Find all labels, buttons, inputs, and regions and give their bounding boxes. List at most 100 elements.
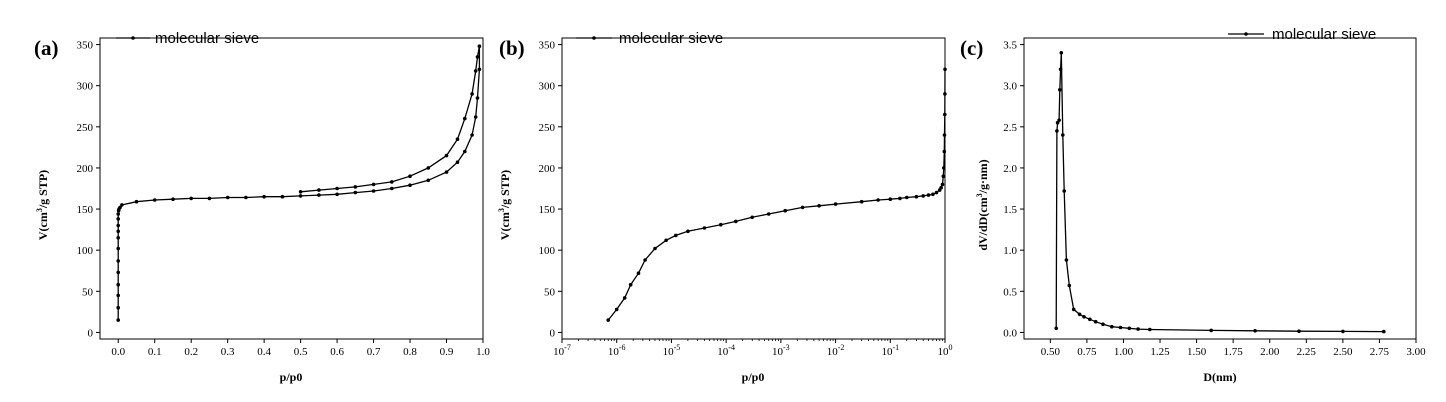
panel-c-series-line bbox=[1055, 52, 1384, 333]
panel-b-x-tick-label: 10-3 bbox=[772, 343, 790, 358]
panel-a-x-tick-label: 0.3 bbox=[221, 346, 235, 358]
panel-c-x-ticks: 0.50 0.75 1.00 1.25 1.50 1.75 2.00 2.25 2.50 2.75… bbox=[1041, 339, 1426, 358]
panel-a-x-tick-label: 0.4 bbox=[257, 346, 271, 358]
panel-c-y-axis-title: dV/dD(cm3/g·nm) bbox=[975, 159, 990, 250]
panel-a-data-point bbox=[116, 217, 120, 221]
panel-c-x-tick-label: 2.75 bbox=[1370, 346, 1390, 358]
panel-b-data-point bbox=[941, 174, 946, 178]
panel-b-y-ticks: 0 50 100 150 200 250 300 350 bbox=[539, 40, 562, 339]
panel-a-data-point bbox=[317, 193, 321, 197]
panel-a-data-point bbox=[353, 185, 358, 189]
panel-c-plot-frame bbox=[1023, 37, 1417, 340]
panel-b-x-tick-label: 10-4 bbox=[717, 343, 735, 358]
panel-a-x-tick-label: 0.7 bbox=[367, 346, 381, 358]
panel-b-y-tick-label: 300 bbox=[539, 81, 556, 93]
panel-b-data-point bbox=[653, 246, 657, 251]
panel-a-x-tick-label: 0.5 bbox=[294, 346, 308, 358]
panel-c-x-axis-title: D(nm) bbox=[1203, 370, 1236, 384]
panel-b-data-point bbox=[859, 199, 864, 204]
panel-c-y-tick-label: 2.0 bbox=[1003, 163, 1017, 175]
panel-b-data-point bbox=[674, 233, 678, 238]
panel-a-legend-label: molecular sieve bbox=[155, 30, 259, 47]
panel-a-data-point bbox=[244, 195, 248, 200]
panel-c-data-point bbox=[1110, 324, 1114, 329]
panel-c-x-tick-label: 2.50 bbox=[1333, 346, 1353, 358]
panel-c-y-title-part1: dV/dD(cm bbox=[976, 197, 990, 250]
panel-c-y-tick-label: 0.5 bbox=[1003, 286, 1017, 298]
panel-b-data-point bbox=[766, 212, 771, 216]
panel-c-x-tick-label: 0.75 bbox=[1077, 346, 1097, 358]
panel-a-data-point bbox=[298, 190, 303, 194]
panel-c-data-point bbox=[1071, 307, 1076, 312]
panel-b-data-point bbox=[783, 208, 787, 213]
panel-b-legend-label: molecular sieve bbox=[619, 30, 723, 47]
panel-c-data-point bbox=[1209, 328, 1213, 333]
panel-c-data-point bbox=[1148, 327, 1152, 332]
panel-a-data-point bbox=[171, 197, 175, 201]
panel-b-data-point bbox=[934, 190, 939, 195]
panel-a-data-point bbox=[426, 166, 431, 170]
panel-a-data-point bbox=[116, 229, 120, 234]
panel-a-x-tick-label: 1.0 bbox=[476, 346, 490, 358]
panel-a-data-point bbox=[390, 180, 394, 184]
panel-b-data-point bbox=[833, 202, 838, 206]
panel-a-data-point bbox=[116, 270, 120, 275]
panel-a-y-ticks: 0 50 100 150 200 250 300 350 bbox=[77, 40, 100, 339]
panel-a-data-point bbox=[477, 67, 482, 72]
panel-a-x-tick-label: 0.9 bbox=[440, 346, 454, 358]
panel-a-data-point bbox=[335, 186, 339, 191]
panel-b-data-point bbox=[643, 258, 647, 262]
panel-b-x-tick-label: 10-7 bbox=[553, 343, 571, 358]
panel-a-y-tick-label: 0 bbox=[88, 327, 94, 339]
panel-c-data-point bbox=[1297, 329, 1301, 334]
panel-c-x-tick-label: 1.50 bbox=[1187, 346, 1207, 358]
panel-a-data-point bbox=[116, 305, 120, 310]
panel-a-data-point bbox=[444, 170, 449, 174]
panel-c-data-point bbox=[1127, 326, 1132, 331]
panel-a-data-point bbox=[475, 96, 480, 100]
panel-c-data-point bbox=[1062, 189, 1066, 193]
panel-b-data-point bbox=[942, 149, 947, 154]
panel-a-x-tick-label: 0.1 bbox=[148, 346, 162, 358]
panel-c-data-point bbox=[1055, 129, 1059, 133]
panel-a-data-point bbox=[455, 160, 460, 164]
panel-a-data-point bbox=[118, 205, 122, 210]
panel-b-data-point bbox=[940, 182, 945, 187]
panel-c-legend-marker bbox=[1244, 32, 1248, 36]
panel-b-data-point bbox=[664, 238, 668, 243]
panel-b: (b) molecular sieve 10-7 10-6 10-5 10-4 10-3… bbox=[497, 30, 953, 384]
panel-a-y-title-sup: 3 bbox=[35, 208, 44, 212]
panel-a-y-tick-label: 50 bbox=[82, 286, 94, 298]
panel-c-data-point bbox=[1093, 319, 1098, 324]
panel-c-data-point bbox=[1253, 329, 1257, 333]
panel-a: (a) molecular sieve 0.0 0.1 0.2 0.3 0.4 0.5 0.… bbox=[34, 30, 490, 384]
panel-b-series-points bbox=[606, 67, 947, 322]
panel-c-data-point bbox=[1054, 326, 1058, 331]
panel-b-y-axis-title: V(cm3/g STP) bbox=[497, 170, 512, 240]
panel-b-y-tick-label: 100 bbox=[539, 245, 556, 257]
panel-b-data-point bbox=[943, 67, 947, 72]
panel-a-y-title-part1: V(cm bbox=[36, 212, 50, 240]
panel-a-y-tick-label: 100 bbox=[77, 245, 94, 257]
panel-a-data-point bbox=[335, 192, 339, 197]
panel-b-data-point bbox=[876, 198, 880, 202]
panel-a-plot-frame bbox=[99, 37, 484, 340]
panel-b-data-point bbox=[719, 222, 723, 227]
panel-c-x-tick-label: 0.50 bbox=[1041, 346, 1061, 358]
panel-c-data-point bbox=[1059, 51, 1064, 55]
panel-b-data-point bbox=[702, 226, 707, 230]
panel-a-data-point bbox=[371, 182, 376, 187]
panel-a-data-point bbox=[189, 196, 193, 201]
panel-c-y-tick-label: 0.0 bbox=[1003, 327, 1017, 339]
panel-a-x-axis-title: p/p0 bbox=[280, 370, 303, 384]
panel-b-x-tick-label: 10-1 bbox=[881, 343, 899, 358]
panel-a-data-point bbox=[280, 194, 285, 199]
panel-c: (c) molecular sieve 0.50 0.75 1.00 1.25 1.50… bbox=[960, 26, 1426, 384]
panel-b-label: (b) bbox=[499, 36, 525, 60]
panel-c-data-point bbox=[1101, 322, 1105, 327]
panel-b-data-point bbox=[921, 194, 925, 198]
panel-a-y-tick-label: 350 bbox=[77, 40, 94, 52]
panel-a-y-tick-label: 300 bbox=[77, 81, 94, 93]
panel-b-data-point bbox=[636, 271, 641, 276]
